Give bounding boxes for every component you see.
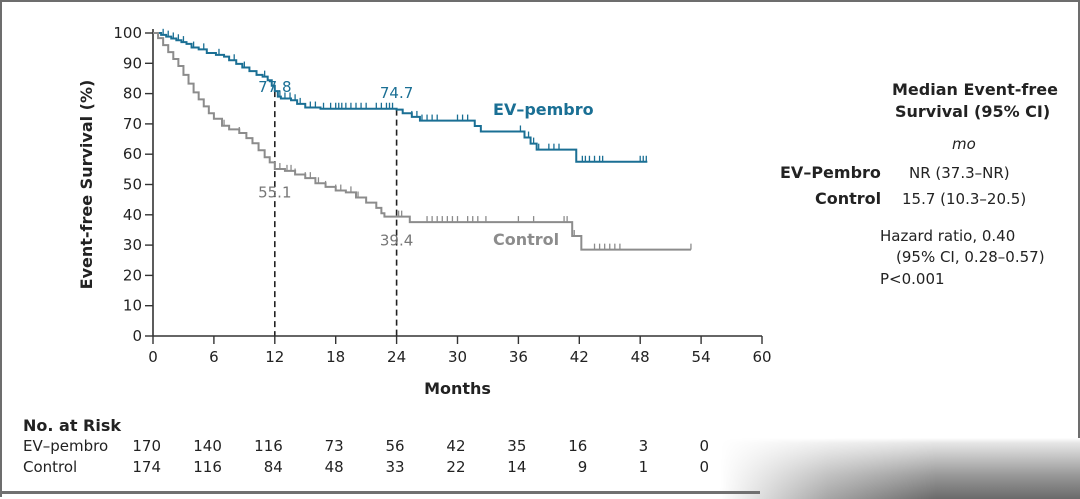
annotation-ctrl_24: 39.4 bbox=[380, 232, 413, 250]
risk-cell: 3 bbox=[638, 437, 649, 455]
risk-cell: 84 bbox=[263, 458, 283, 476]
legend-ev-pembro: EV–pembro bbox=[493, 100, 594, 119]
y-tick-label: 70 bbox=[123, 115, 142, 133]
risk-cell: 116 bbox=[193, 458, 222, 476]
x-tick-label: 42 bbox=[570, 348, 589, 366]
annotation-ctrl_12: 55.1 bbox=[258, 183, 291, 201]
x-tick-label: 30 bbox=[448, 348, 467, 366]
x-tick-label: 36 bbox=[509, 348, 528, 366]
stat-group-control: Control bbox=[815, 189, 882, 208]
risk-cell: 1 bbox=[638, 458, 649, 476]
legend-control: Control bbox=[493, 230, 559, 249]
risk-cell: 14 bbox=[507, 458, 527, 476]
y-tick-label: 30 bbox=[123, 236, 142, 254]
x-tick-label: 24 bbox=[387, 348, 406, 366]
stat-value-ev: NR (37.3–NR) bbox=[909, 164, 1010, 182]
x-tick-label: 18 bbox=[326, 348, 345, 366]
risk-table-title: No. at Risk bbox=[23, 416, 122, 435]
x-tick-label: 48 bbox=[631, 348, 650, 366]
risk-cell: 116 bbox=[254, 437, 283, 455]
ev-pembro-curve bbox=[153, 32, 648, 163]
stat-group-ev: EV–Pembro bbox=[780, 163, 881, 182]
median-heading-line2: Survival (95% CI) bbox=[895, 102, 1051, 121]
risk-cell: 9 bbox=[577, 458, 588, 476]
stat-value-control: 15.7 (10.3–20.5) bbox=[902, 190, 1027, 208]
risk-cell: 0 bbox=[699, 437, 710, 455]
risk-cell: 170 bbox=[132, 437, 161, 455]
risk-cell: 16 bbox=[568, 437, 588, 455]
x-tick-label: 0 bbox=[148, 348, 158, 366]
y-tick-label: 20 bbox=[123, 266, 142, 284]
risk-row-label: Control bbox=[23, 458, 78, 476]
risk-cell: 48 bbox=[324, 458, 344, 476]
y-tick-label: 40 bbox=[123, 206, 142, 224]
annotation-ev_12: 77.8 bbox=[258, 78, 291, 96]
x-tick-label: 60 bbox=[752, 348, 771, 366]
x-tick-label: 12 bbox=[265, 348, 284, 366]
risk-cell: 73 bbox=[324, 437, 344, 455]
y-tick-label: 100 bbox=[113, 24, 142, 42]
p-value: P<0.001 bbox=[880, 270, 945, 288]
y-axis-title: Event-free Survival (%) bbox=[77, 80, 96, 290]
page-curl-shadow bbox=[720, 438, 1080, 499]
hazard-ci: (95% CI, 0.28–0.57) bbox=[896, 248, 1045, 266]
y-tick-label: 50 bbox=[123, 176, 142, 194]
risk-cell: 174 bbox=[132, 458, 161, 476]
y-tick-label: 60 bbox=[123, 145, 142, 163]
risk-cell: 56 bbox=[385, 437, 405, 455]
control-curve bbox=[153, 32, 691, 251]
y-tick-label: 10 bbox=[123, 297, 142, 315]
risk-row-label: EV–pembro bbox=[23, 437, 109, 455]
median-unit: mo bbox=[952, 135, 976, 153]
risk-cell: 140 bbox=[193, 437, 222, 455]
x-axis-title: Months bbox=[424, 379, 491, 398]
risk-cell: 33 bbox=[385, 458, 405, 476]
risk-cell: 0 bbox=[699, 458, 710, 476]
hazard-ratio: Hazard ratio, 0.40 bbox=[880, 227, 1016, 245]
annotation-ev_24: 74.7 bbox=[380, 84, 413, 102]
median-heading-line1: Median Event-free bbox=[892, 80, 1058, 99]
y-tick-label: 90 bbox=[123, 54, 142, 72]
x-tick-label: 6 bbox=[209, 348, 219, 366]
risk-cell: 42 bbox=[446, 437, 466, 455]
x-tick-label: 54 bbox=[692, 348, 711, 366]
y-tick-label: 80 bbox=[123, 85, 142, 103]
risk-cell: 35 bbox=[507, 437, 527, 455]
risk-cell: 22 bbox=[446, 458, 466, 476]
bottom-border bbox=[0, 491, 760, 494]
y-tick-label: 0 bbox=[132, 327, 142, 345]
